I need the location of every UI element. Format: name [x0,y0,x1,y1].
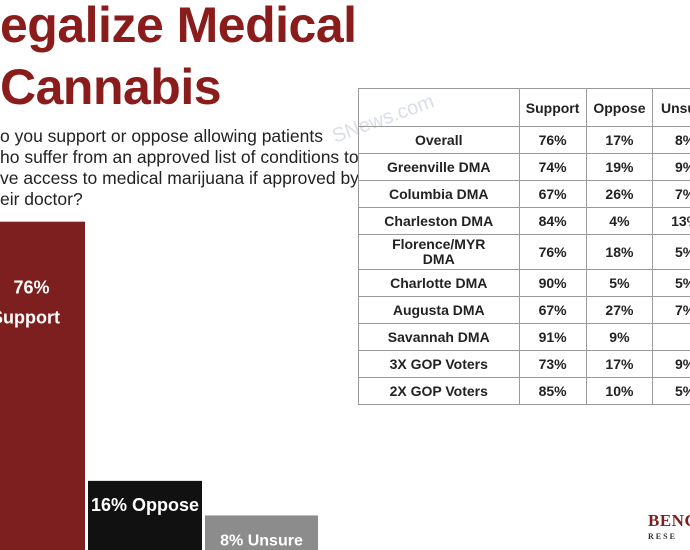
bar-category-label: Oppose [132,495,199,515]
bar [88,480,202,550]
question-line: o you support or oppose allowing patient… [0,126,323,146]
bar-value-label: 16% [91,495,127,515]
bar-category-label: Support [0,308,60,328]
column-header: Support [518,88,587,127]
table-cell: 8% [652,126,690,154]
table-cell: 90% [518,269,587,297]
table-cell: 5% [652,377,690,405]
results-table: SupportOpposeUnsureOverall76%17%8%Greenv… [358,88,690,405]
table-cell: 76% [518,126,587,154]
table-cell: 17% [585,350,654,378]
column-header: Oppose [585,88,654,127]
title-line: egalize Medical [0,0,357,53]
row-label: Charlotte DMA [358,269,520,297]
table-cell [652,323,690,351]
table-cell: 73% [518,350,587,378]
table-cell: 67% [518,180,587,208]
row-label: Charleston DMA [358,207,520,235]
table-cell: 5% [652,234,690,270]
logo-sub: RESE [648,532,677,541]
row-label: Augusta DMA [358,296,520,324]
bar-category-label: Unsure [248,532,303,549]
table-cell: 18% [585,234,654,270]
column-header: Unsure [652,88,690,127]
row-label: Columbia DMA [358,180,520,208]
table-cell: 19% [585,153,654,181]
table-cell: 17% [585,126,654,154]
bar-label: 16% Oppose [91,495,199,515]
row-label: Overall [358,126,520,154]
title-line: Cannabis [0,59,222,115]
table-cell: 9% [585,323,654,351]
question-line: ho suffer from an approved list of condi… [0,147,359,167]
question-line: ve access to medical marijuana if approv… [0,168,359,188]
header-row: SupportOpposeUnsure [358,88,690,127]
table-cell: 76% [518,234,587,270]
row-label: 2X GOP Voters [358,377,520,405]
logo: BENCH RESE [648,511,690,541]
logo-name: BENCH [648,511,690,530]
table-container: SupportOpposeUnsureOverall76%17%8%Greenv… [358,88,690,405]
bar-value-label: 8% [220,532,243,549]
bar-value-label: 76% [13,278,49,298]
table-row: Savannah DMA 91% 9% [358,323,690,351]
bar [205,515,318,550]
table-cell: 10% [585,377,654,405]
row-label: 3X GOP Voters [358,350,520,378]
table-cell: 85% [518,377,587,405]
question-line: eir doctor? [0,189,83,209]
row-label: Greenville DMA [358,153,520,181]
title: egalize Medical Cannabis [0,0,357,118]
table-cell: 7% [652,296,690,324]
table-cell: 84% [518,207,587,235]
row-label: Florence/MYR DMA [358,234,520,270]
table-cell: 26% [585,180,654,208]
table-cell: 5% [652,269,690,297]
table-cell: 74% [518,153,587,181]
table-cell: 91% [518,323,587,351]
table-cell: 9% [652,350,690,378]
table-cell: 67% [518,296,587,324]
table-cell: 7% [652,180,690,208]
table-cell: 9% [652,153,690,181]
bar [0,221,85,550]
table-cell: 27% [585,296,654,324]
corner [358,88,520,127]
row-label: Savannah DMA [358,323,520,351]
question: o you support or oppose allowing patient… [0,126,359,210]
bar-chart: 76% Support 16% Oppose 8% Unsure [0,221,318,550]
table-cell: 13% [652,207,690,235]
table-cell: 4% [585,207,654,235]
bar-label: 8% Unsure [220,532,303,549]
table-cell: 5% [585,269,654,297]
